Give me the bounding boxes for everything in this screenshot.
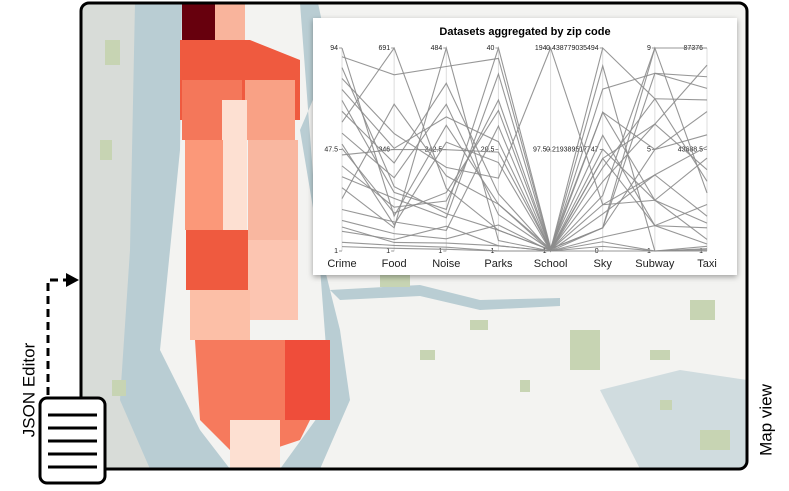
tick-label: 43688.5 xyxy=(678,146,703,153)
tick-label: 5 xyxy=(647,146,651,153)
axis-label: Crime xyxy=(327,258,356,270)
data-line xyxy=(341,45,708,252)
map-frame xyxy=(79,1,749,471)
tick-label: 20.5 xyxy=(481,146,495,153)
data-line xyxy=(341,246,707,252)
data-line xyxy=(341,110,708,252)
data-line xyxy=(341,47,707,250)
axis-label: School xyxy=(534,258,568,270)
data-line xyxy=(341,56,708,250)
axis-label: Subway xyxy=(635,258,675,270)
data-line xyxy=(341,63,708,253)
data-line xyxy=(341,103,708,252)
data-line xyxy=(341,72,708,253)
axis-label: Food xyxy=(382,258,407,270)
data-line xyxy=(341,109,708,252)
map-view-label: Map view xyxy=(756,383,775,456)
tick-label: 0.438779035494 xyxy=(546,45,599,52)
tick-label: 0.219389517747 xyxy=(546,146,599,153)
tick-label: 1 xyxy=(334,248,338,255)
json-editor-icon[interactable] xyxy=(38,396,107,485)
tick-label: 194 xyxy=(535,45,547,52)
tick-label: 1 xyxy=(386,248,390,255)
axis-label: Noise xyxy=(432,258,460,270)
data-line xyxy=(341,82,708,252)
data-line xyxy=(341,46,708,217)
axis-label: Parks xyxy=(484,258,513,270)
axis-label: Sky xyxy=(594,258,613,270)
data-line xyxy=(341,225,708,252)
tick-label: 1 xyxy=(438,248,442,255)
data-line xyxy=(341,46,708,252)
tick-label: 484 xyxy=(431,45,443,52)
tick-label: 94 xyxy=(330,45,338,52)
tick-label: 691 xyxy=(378,45,390,52)
data-line xyxy=(341,64,708,251)
json-editor-label: JSON Editor xyxy=(19,342,38,437)
tick-label: 40 xyxy=(487,45,495,52)
tick-label: 346 xyxy=(378,146,390,153)
arrow xyxy=(46,273,79,395)
tick-label: 9 xyxy=(647,45,651,52)
data-line xyxy=(341,89,708,253)
data-line xyxy=(341,67,708,251)
data-line xyxy=(341,98,708,251)
chart-title: Datasets aggregated by zip code xyxy=(439,26,610,38)
axis-label: Taxi xyxy=(697,258,717,270)
choropleth xyxy=(180,3,330,469)
tick-label: 47.5 xyxy=(324,146,338,153)
chart-panel: Datasets aggregated by zip code 1 47.5 94 C… xyxy=(313,18,737,275)
tick-label: 97.5 xyxy=(533,146,547,153)
data-line xyxy=(341,46,708,250)
